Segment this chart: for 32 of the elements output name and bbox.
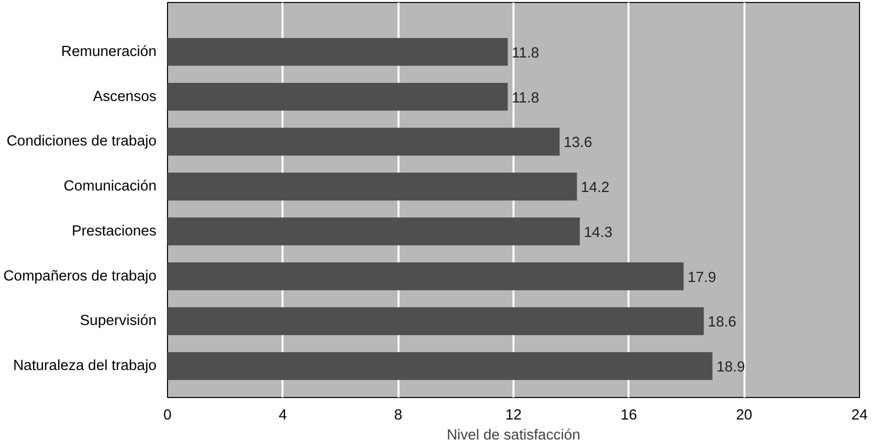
y-tick-label: Ascensos [92,88,157,105]
x-tick-label: 8 [394,408,402,424]
y-tick-label: Compañeros de trabajo [3,268,157,284]
y-tick-label: Naturaleza del trabajo [13,358,157,374]
bar [168,128,560,156]
data-label: 17.9 [688,270,716,286]
bar [168,307,704,336]
x-tick-label: 12 [505,408,522,424]
y-tick-label: Condiciones de trabajo [6,134,157,150]
bar [168,82,508,111]
x-tick-label: 24 [851,408,868,424]
data-label: 13.6 [564,135,592,152]
x-tick-label: 16 [620,408,637,424]
bar [168,172,577,200]
x-tick-label: 0 [163,408,172,424]
x-axis-title: Nivel de satisfacción [446,428,580,444]
data-label: 11.8 [512,45,540,62]
bar [168,38,508,66]
y-tick-label: Remuneración [61,44,157,60]
data-label: 14.2 [580,180,610,196]
y-tick-label: Supervisión [80,313,157,330]
x-tick-label: 4 [278,408,287,424]
bar [168,352,712,380]
y-tick-label: Comunicación [64,178,157,195]
data-label: 18.6 [708,314,736,331]
data-label: 14.3 [584,224,612,241]
bar [168,262,684,290]
data-label: 18.9 [716,360,745,376]
x-tick-label: 20 [736,408,752,424]
y-tick-label: Prestaciones [72,223,157,240]
data-label: 11.8 [512,90,540,106]
bar [168,218,580,246]
